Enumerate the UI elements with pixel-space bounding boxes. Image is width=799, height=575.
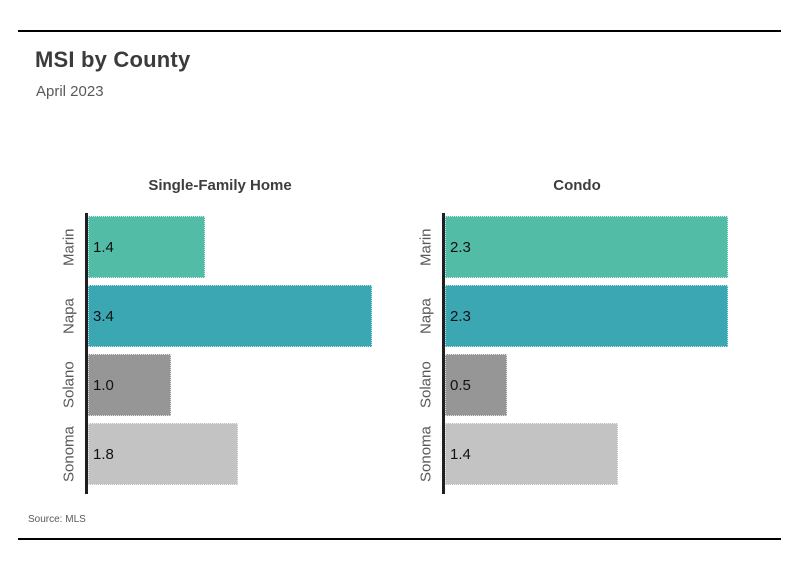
top-rule (18, 30, 781, 32)
chart-title-single-family: Single-Family Home (148, 177, 292, 194)
bar-row-marin: Marin 2.3 (418, 216, 742, 278)
value-label: 1.4 (93, 238, 114, 256)
page-subtitle: April 2023 (36, 83, 104, 100)
category-label-marin: Marin (60, 228, 78, 266)
bar-marin: 1.4 (88, 216, 205, 278)
value-label: 1.0 (93, 376, 114, 394)
bar-row-napa: Napa 3.4 (61, 285, 385, 347)
chart-title-condo: Condo (553, 177, 601, 194)
bar-chart-single-family: Single-Family Home Marin 1.4 Napa 3.4 Solano… (55, 176, 385, 494)
bar-napa: 3.4 (88, 285, 372, 347)
bar-sonoma: 1.8 (88, 423, 239, 485)
source-note: Source: MLS (28, 514, 86, 525)
bar-marin: 2.3 (445, 216, 729, 278)
bar-row-napa: Napa 2.3 (418, 285, 742, 347)
bar-row-solano: Solano 0.5 (418, 354, 742, 416)
category-label-sonoma: Sonoma (60, 426, 78, 482)
value-label: 1.4 (450, 445, 471, 463)
bar-row-sonoma: Sonoma 1.4 (418, 423, 742, 485)
plot-area: Marin 1.4 Napa 3.4 Solano 1.0 Sonoma 1.8 (61, 213, 385, 494)
category-label-marin: Marin (417, 228, 435, 266)
bar-row-sonoma: Sonoma 1.8 (61, 423, 385, 485)
value-label: 2.3 (450, 238, 471, 256)
category-label-solano: Solano (417, 361, 435, 409)
bar-napa: 2.3 (445, 285, 729, 347)
bottom-rule (18, 538, 781, 540)
category-label-napa: Napa (60, 298, 78, 334)
plot-area: Marin 2.3 Napa 2.3 Solano 0.5 Sonoma 1.4 (418, 213, 742, 494)
value-label: 2.3 (450, 307, 471, 325)
bar-row-marin: Marin 1.4 (61, 216, 385, 278)
bar-solano: 0.5 (445, 354, 507, 416)
bar-chart-condo: Condo Marin 2.3 Napa 2.3 Solano 0.5 Sonoma 1.4 (412, 176, 742, 494)
bar-sonoma: 1.4 (445, 423, 618, 485)
page-title: MSI by County (35, 47, 191, 72)
bar-row-solano: Solano 1.0 (61, 354, 385, 416)
bar-solano: 1.0 (88, 354, 172, 416)
value-label: 3.4 (93, 307, 114, 325)
category-label-solano: Solano (60, 361, 78, 409)
value-label: 1.8 (93, 445, 114, 463)
value-label: 0.5 (450, 376, 471, 394)
category-label-napa: Napa (417, 298, 435, 334)
category-label-sonoma: Sonoma (417, 426, 435, 482)
